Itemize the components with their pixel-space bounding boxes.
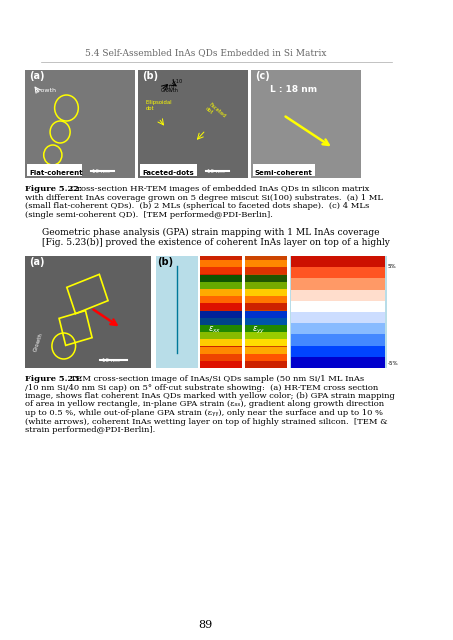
Bar [245,282,287,289]
Bar [291,312,385,323]
Bar [200,268,242,275]
Text: 5.4 Self-Assembled InAs QDs Embedded in Si Matrix: 5.4 Self-Assembled InAs QDs Embedded in … [85,48,327,57]
Bar [200,303,242,310]
Bar [139,70,248,178]
Bar [291,267,385,278]
Bar [253,164,315,176]
Text: Growth: Growth [160,88,178,93]
Text: image, shows flat coherent InAs QDs marked with yellow color; (b) GPA strain map: image, shows flat coherent InAs QDs mark… [25,392,395,400]
Bar [245,275,287,282]
Text: 89: 89 [199,620,213,630]
Bar [291,345,385,357]
Bar [200,296,242,303]
Text: 10 nm: 10 nm [92,169,110,174]
Text: Figure 5.22:: Figure 5.22: [25,185,82,193]
Bar [200,256,242,368]
Text: Flat-coherent: Flat-coherent [29,170,83,176]
Text: Ellipsoidal
dot: Ellipsoidal dot [146,100,172,111]
Text: (a): (a) [29,257,45,267]
Bar [200,310,242,317]
Bar [245,260,287,268]
Text: Figure 5.23:: Figure 5.23: [25,375,82,383]
Text: of area in yellow rectangle, in-plane GPA strain (εₛₛ), gradient along growth di: of area in yellow rectangle, in-plane GP… [25,401,385,408]
Bar [25,256,151,368]
Text: TEM cross-section image of InAs/Si QDs sample (50 nm Si/1 ML InAs: TEM cross-section image of InAs/Si QDs s… [68,375,364,383]
Bar [245,325,287,332]
Bar [291,356,385,368]
Bar [291,334,385,346]
Text: growth: growth [34,88,57,93]
Bar [245,347,287,354]
Text: L : 18 nm: L : 18 nm [270,85,317,94]
Text: (white arrows), coherent InAs wetting layer on top of highly strained silicon.  : (white arrows), coherent InAs wetting la… [25,417,388,426]
Bar [291,278,385,290]
Bar [291,323,385,334]
Bar [245,354,287,361]
Text: strain performed@PDI-Berlin].: strain performed@PDI-Berlin]. [25,426,156,434]
Text: (single semi-coherent QD).  [TEM performed@PDI-Berlin].: (single semi-coherent QD). [TEM performe… [25,211,273,218]
Text: /10 nm Si/40 nm Si cap) on 5° off-cut substrate showing:  (a) HR-TEM cross secti: /10 nm Si/40 nm Si cap) on 5° off-cut su… [25,383,379,392]
Bar [245,361,287,368]
Text: with different InAs coverage grown on 5 degree miscut Si(100) substrates.  (a) 1: with different InAs coverage grown on 5 … [25,193,384,202]
Text: Semi-coherent: Semi-coherent [255,170,313,176]
Bar [291,300,385,312]
Text: 1-10: 1-10 [171,79,182,84]
Text: Faceted-dots: Faceted-dots [142,170,194,176]
Bar [245,318,287,325]
Text: -5%: -5% [388,361,399,366]
Bar [251,70,361,178]
Bar [200,361,242,368]
Bar [245,289,287,296]
Bar [200,289,242,296]
Text: 5%: 5% [388,264,396,269]
Text: (c): (c) [255,71,270,81]
Bar [245,303,287,310]
Text: up to 0.5 %, while out-of-plane GPA strain (εᵧᵧ), only near the surface and up t: up to 0.5 %, while out-of-plane GPA stra… [25,409,384,417]
Bar [245,268,287,275]
Text: (b): (b) [158,257,173,267]
Bar [289,256,387,368]
Text: 110: 110 [166,85,175,90]
Bar [140,164,197,176]
Text: 10 nm: 10 nm [207,169,224,174]
Bar [200,354,242,361]
Text: Cross-section HR-TEM images of embedded InAs QDs in silicon matrix: Cross-section HR-TEM images of embedded … [68,185,370,193]
Bar [200,347,242,354]
Bar [200,339,242,346]
Text: [Fig. 5.23(b)] proved the existence of coherent InAs layer on top of a highly: [Fig. 5.23(b)] proved the existence of c… [42,238,390,247]
Bar [200,275,242,282]
Bar [200,318,242,325]
Bar [200,282,242,289]
Bar [200,260,242,268]
Text: $\varepsilon_{yy}$: $\varepsilon_{yy}$ [252,324,266,335]
Text: Geometric phase analysis (GPA) strain mapping with 1 ML InAs coverage: Geometric phase analysis (GPA) strain ma… [42,228,379,237]
Bar [291,255,385,268]
Text: (small flat-coherent QDs).  (b) 2 MLs (spherical to faceted dots shape).  (c) 4 : (small flat-coherent QDs). (b) 2 MLs (sp… [25,202,370,210]
Bar [245,310,287,317]
Bar [245,332,287,339]
Text: Faceted
dot: Faceted dot [204,102,226,123]
Bar [25,70,135,178]
Bar [291,289,385,301]
Bar [156,256,198,368]
Bar [27,164,82,176]
Text: Growth: Growth [33,332,43,352]
Text: (a): (a) [29,71,45,81]
Text: 10 nm: 10 nm [102,358,120,363]
Bar [245,296,287,303]
Text: $\varepsilon_{xx}$: $\varepsilon_{xx}$ [207,324,221,335]
Text: (b): (b) [142,71,158,81]
Bar [245,339,287,346]
Bar [245,256,287,368]
Bar [200,332,242,339]
Bar [200,325,242,332]
